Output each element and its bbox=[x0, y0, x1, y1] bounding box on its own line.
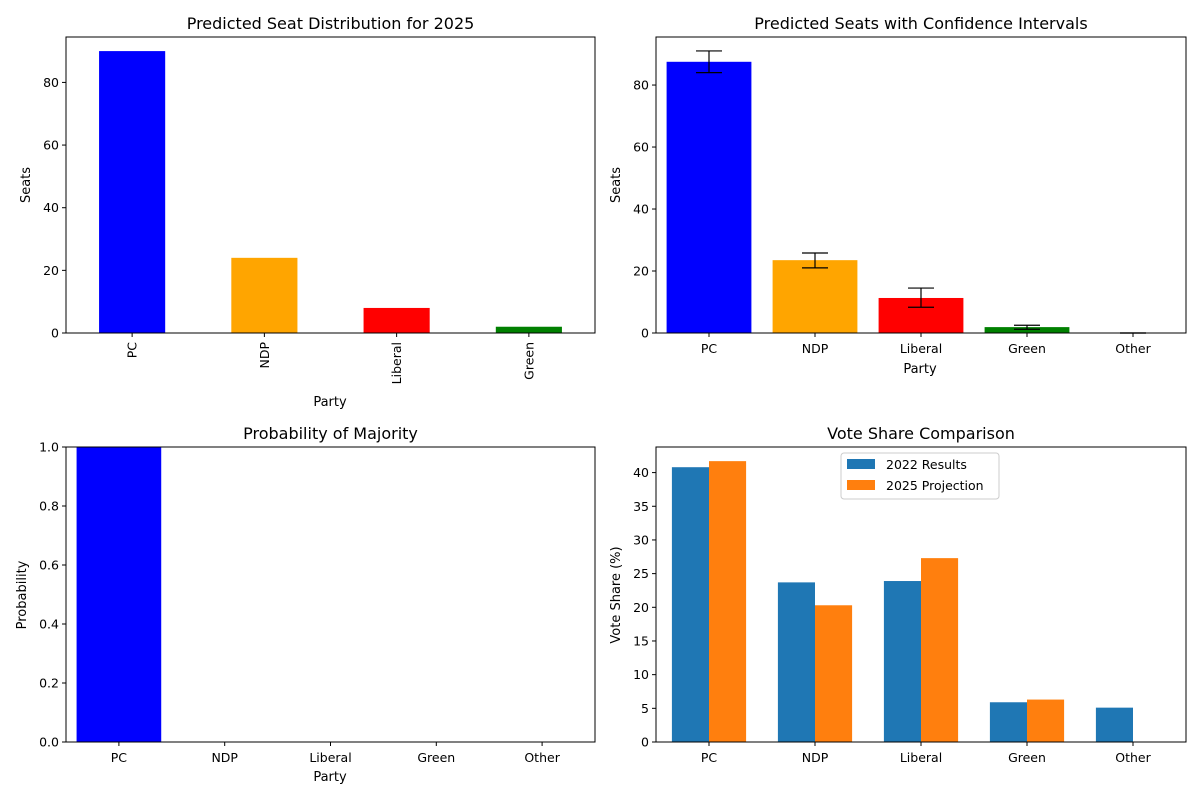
x-tick-label: Liberal bbox=[309, 750, 351, 765]
legend: 2022 Results 2025 Projection bbox=[840, 452, 1000, 500]
x-tick-label: Green bbox=[417, 750, 455, 765]
y-tick-label: 20 bbox=[633, 600, 649, 615]
y-tick-label: 20 bbox=[633, 264, 649, 279]
x-tick-label: PC bbox=[701, 341, 718, 356]
y-tick-label: 1.0 bbox=[39, 440, 59, 455]
bar-2025-projection-ndp bbox=[815, 605, 853, 742]
x-tick-label: NDP bbox=[211, 750, 238, 765]
y-tick-label: 0.8 bbox=[39, 499, 59, 514]
x-tick-label: Green bbox=[1008, 341, 1046, 356]
chart-title: Predicted Seat Distribution for 2025 bbox=[187, 14, 475, 33]
x-tick-label: PC bbox=[701, 750, 718, 765]
bar-green bbox=[495, 326, 562, 333]
bar-2022-results-other bbox=[1095, 707, 1133, 742]
x-tick-label: PC bbox=[111, 750, 128, 765]
bar-liberal bbox=[363, 307, 430, 333]
y-tick-label: 60 bbox=[633, 140, 649, 155]
x-tick-label: Liberal bbox=[900, 750, 942, 765]
y-axis-label: Probability bbox=[15, 560, 30, 629]
y-axis-label: Vote Share (%) bbox=[609, 546, 624, 643]
y-axis-label: Seats bbox=[609, 167, 624, 203]
bar-2022-results-ndp bbox=[777, 582, 815, 742]
chart-vote_share: Vote Share Comparison 0 5 10 15 20 25 30 35 40 PC N… bbox=[609, 424, 1187, 765]
x-axis-label: Party bbox=[313, 395, 347, 410]
y-tick-label: 0.6 bbox=[39, 558, 59, 573]
bar-2022-results-liberal bbox=[883, 581, 921, 742]
y-axis-label: Seats bbox=[19, 167, 34, 203]
y-tick-label: 0.2 bbox=[39, 676, 59, 691]
y-tick-label: 0 bbox=[641, 735, 649, 750]
x-tick-label: Liberal bbox=[389, 342, 404, 384]
chart-seats_confidence: Predicted Seats with Confidence Interval… bbox=[609, 14, 1187, 377]
bar-green bbox=[984, 327, 1070, 333]
bar-2025-projection-liberal bbox=[921, 558, 959, 742]
y-tick-label: 60 bbox=[43, 138, 59, 153]
y-tick-label: 15 bbox=[633, 633, 649, 648]
y-tick-label: 10 bbox=[633, 667, 649, 682]
chart-seat_distribution: Predicted Seat Distribution for 2025 0 20 4… bbox=[19, 14, 596, 410]
x-tick-label: Green bbox=[521, 342, 536, 380]
bar-2025-projection-green bbox=[1027, 699, 1065, 742]
bar-pc bbox=[76, 447, 162, 742]
legend-swatch-2022-results bbox=[847, 459, 875, 469]
y-tick-label: 30 bbox=[633, 532, 649, 547]
y-tick-label: 35 bbox=[633, 499, 649, 514]
chart-majority_probability: Probability of Majority 0.0 0.2 0.4 0.6 0.8 1.… bbox=[15, 424, 596, 785]
legend-swatch-2025-projection bbox=[847, 480, 875, 490]
y-tick-label: 80 bbox=[43, 75, 59, 90]
error-bar-ndp bbox=[802, 252, 828, 269]
error-bar-liberal bbox=[908, 287, 934, 308]
bar-pc bbox=[666, 61, 752, 334]
legend-frame bbox=[840, 452, 1000, 500]
bar-2025-projection-pc bbox=[709, 461, 747, 742]
x-tick-label: Other bbox=[524, 750, 560, 765]
y-tick-label: 0.4 bbox=[39, 617, 59, 632]
x-tick-label: PC bbox=[125, 342, 140, 359]
y-tick-label: 25 bbox=[633, 566, 649, 581]
y-tick-label: 80 bbox=[633, 78, 649, 93]
x-axis-label: Party bbox=[903, 362, 937, 377]
y-tick-label: 0 bbox=[641, 326, 649, 341]
chart-title: Vote Share Comparison bbox=[827, 424, 1015, 443]
legend-label: 2025 Projection bbox=[886, 478, 984, 493]
y-tick-label: 5 bbox=[641, 701, 649, 716]
bar-ndp bbox=[772, 260, 858, 333]
x-tick-label: Green bbox=[1008, 750, 1046, 765]
y-tick-label: 40 bbox=[43, 200, 59, 215]
x-tick-label: NDP bbox=[802, 341, 829, 356]
y-tick-label: 20 bbox=[43, 263, 59, 278]
y-tick-label: 40 bbox=[633, 202, 649, 217]
bar-ndp bbox=[231, 257, 298, 333]
chart-title: Probability of Majority bbox=[243, 424, 418, 443]
x-tick-label: NDP bbox=[257, 342, 272, 369]
error-bar-pc bbox=[696, 50, 722, 74]
chart-title: Predicted Seats with Confidence Interval… bbox=[754, 14, 1087, 33]
legend-label: 2022 Results bbox=[886, 457, 967, 472]
error-bar-green bbox=[1014, 324, 1040, 330]
axes-frame bbox=[65, 36, 596, 334]
bar-2022-results-green bbox=[989, 702, 1027, 742]
x-tick-label: NDP bbox=[802, 750, 829, 765]
bar-2022-results-pc bbox=[671, 467, 709, 742]
x-tick-label: Liberal bbox=[900, 341, 942, 356]
x-axis-label: Party bbox=[313, 770, 347, 785]
x-tick-label: Other bbox=[1115, 341, 1151, 356]
x-tick-label: Other bbox=[1115, 750, 1151, 765]
bar-pc bbox=[99, 51, 166, 333]
y-tick-label: 0.0 bbox=[39, 735, 59, 750]
y-tick-label: 40 bbox=[633, 465, 649, 480]
y-tick-label: 0 bbox=[51, 326, 59, 341]
